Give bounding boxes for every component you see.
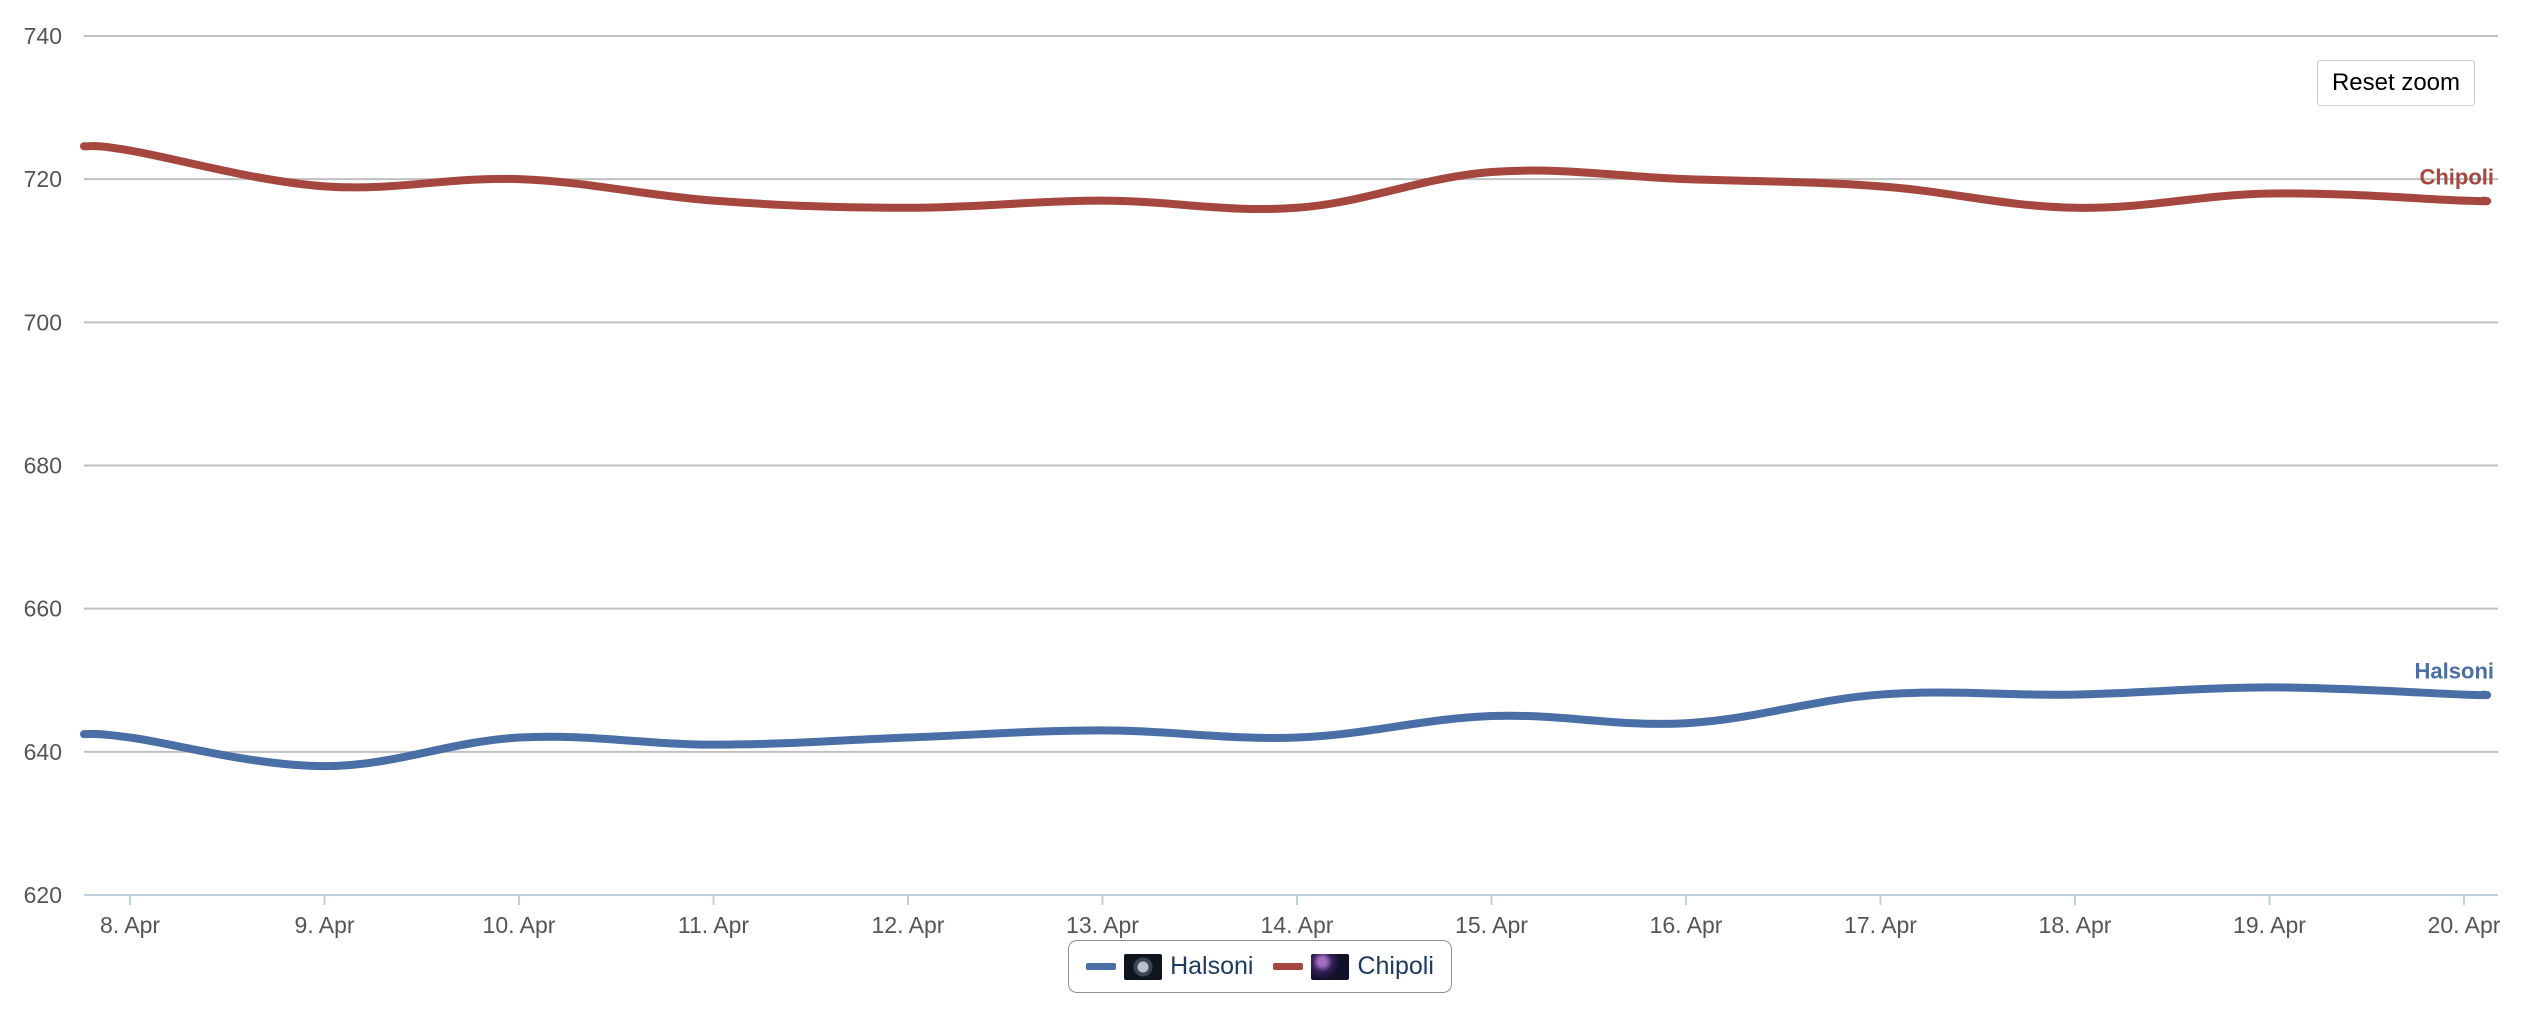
- y-tick-label: 680: [24, 453, 62, 479]
- series-line-halsoni[interactable]: [80, 683, 2492, 771]
- x-axis-ticks: 8. Apr 9. Apr 10. Apr 11. Apr 12. Apr 13. Apr…: [100, 895, 2501, 938]
- legend: Halsoni Chipoli: [1068, 940, 1452, 993]
- series-lines: [80, 141, 2492, 771]
- series-end-labels: Halsoni Chipoli: [2415, 165, 2494, 684]
- x-tick-label: 16. Apr: [1650, 912, 1723, 938]
- x-tick-label: 10. Apr: [483, 912, 556, 938]
- x-tick-label: 12. Apr: [872, 912, 945, 938]
- x-tick-label: 13. Apr: [1066, 912, 1139, 938]
- x-tick-label: 18. Apr: [2039, 912, 2112, 938]
- x-tick-label: 8. Apr: [100, 912, 160, 938]
- legend-swatch-chipoli: [1273, 963, 1304, 970]
- x-tick-label: 20. Apr: [2428, 912, 2501, 938]
- y-tick-label: 700: [24, 309, 62, 335]
- series-line-chipoli[interactable]: [80, 141, 2492, 214]
- reset-zoom-button[interactable]: Reset zoom: [2317, 60, 2475, 106]
- x-tick-label: 15. Apr: [1455, 912, 1528, 938]
- purple-nebula-avatar-icon: [1311, 953, 1350, 980]
- dark-orb-avatar-icon: [1124, 953, 1163, 980]
- y-tick-label: 720: [24, 166, 62, 192]
- x-tick-label: 11. Apr: [678, 912, 750, 938]
- y-tick-label: 640: [24, 739, 62, 765]
- legend-label-halsoni: Halsoni: [1170, 952, 1254, 980]
- x-tick-label: 19. Apr: [2233, 912, 2306, 938]
- y-axis-ticks: 620 640 660 680 700 720 740: [24, 23, 62, 908]
- y-tick-label: 660: [24, 596, 62, 622]
- y-tick-label: 740: [24, 23, 62, 49]
- grid: [84, 35, 2498, 896]
- x-tick-label: 14. Apr: [1261, 912, 1334, 938]
- series-end-label-chipoli: Chipoli: [2419, 165, 2494, 190]
- y-tick-label: 620: [24, 882, 62, 908]
- legend-item-halsoni[interactable]: Halsoni: [1086, 952, 1253, 981]
- legend-swatch-halsoni: [1086, 963, 1117, 970]
- x-tick-label: 9. Apr: [294, 912, 354, 938]
- legend-label-chipoli: Chipoli: [1357, 952, 1434, 980]
- x-tick-label: 17. Apr: [1844, 912, 1917, 938]
- series-end-label-halsoni: Halsoni: [2415, 659, 2494, 684]
- legend-item-chipoli[interactable]: Chipoli: [1273, 952, 1434, 981]
